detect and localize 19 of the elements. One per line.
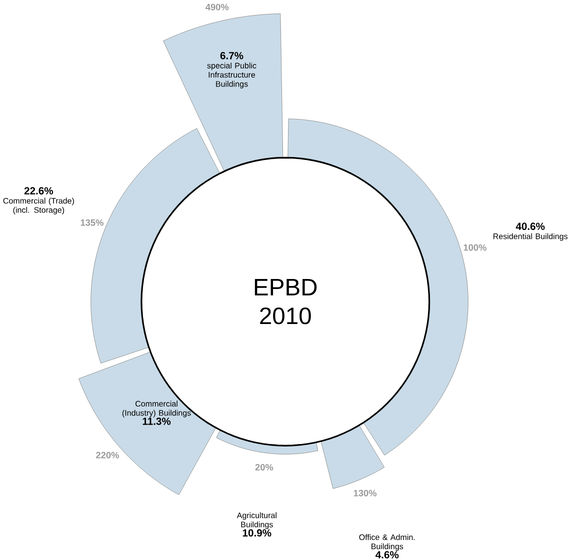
- category-label: special Public Infrastructure Buildings: [207, 62, 256, 89]
- category-label: Agricultural Buildings: [236, 512, 276, 530]
- data-label: 11.3%: [142, 418, 171, 426]
- data-label: 22.6%: [24, 187, 54, 195]
- data-label: 4.6%: [376, 551, 399, 559]
- data-label: 100%: [464, 244, 486, 251]
- category-label: Office & Admin. Buildings: [359, 534, 415, 552]
- category-label: Commercial (Trade) (incl. Storage): [3, 198, 74, 215]
- category-label: Commercial (Industry) Buildings: [122, 400, 191, 418]
- data-label: 135%: [80, 220, 104, 226]
- data-label: 10.9%: [242, 529, 272, 537]
- data-label: 6.7%: [220, 52, 244, 60]
- data-label: 490%: [206, 4, 229, 11]
- category-label: Residential Buildings: [493, 233, 568, 241]
- data-label: 40.6%: [516, 222, 545, 230]
- data-label: 20%: [255, 464, 274, 471]
- text: EPBD 2010: [254, 279, 317, 324]
- data-label: 220%: [96, 452, 119, 459]
- data-label: 130%: [354, 490, 376, 497]
